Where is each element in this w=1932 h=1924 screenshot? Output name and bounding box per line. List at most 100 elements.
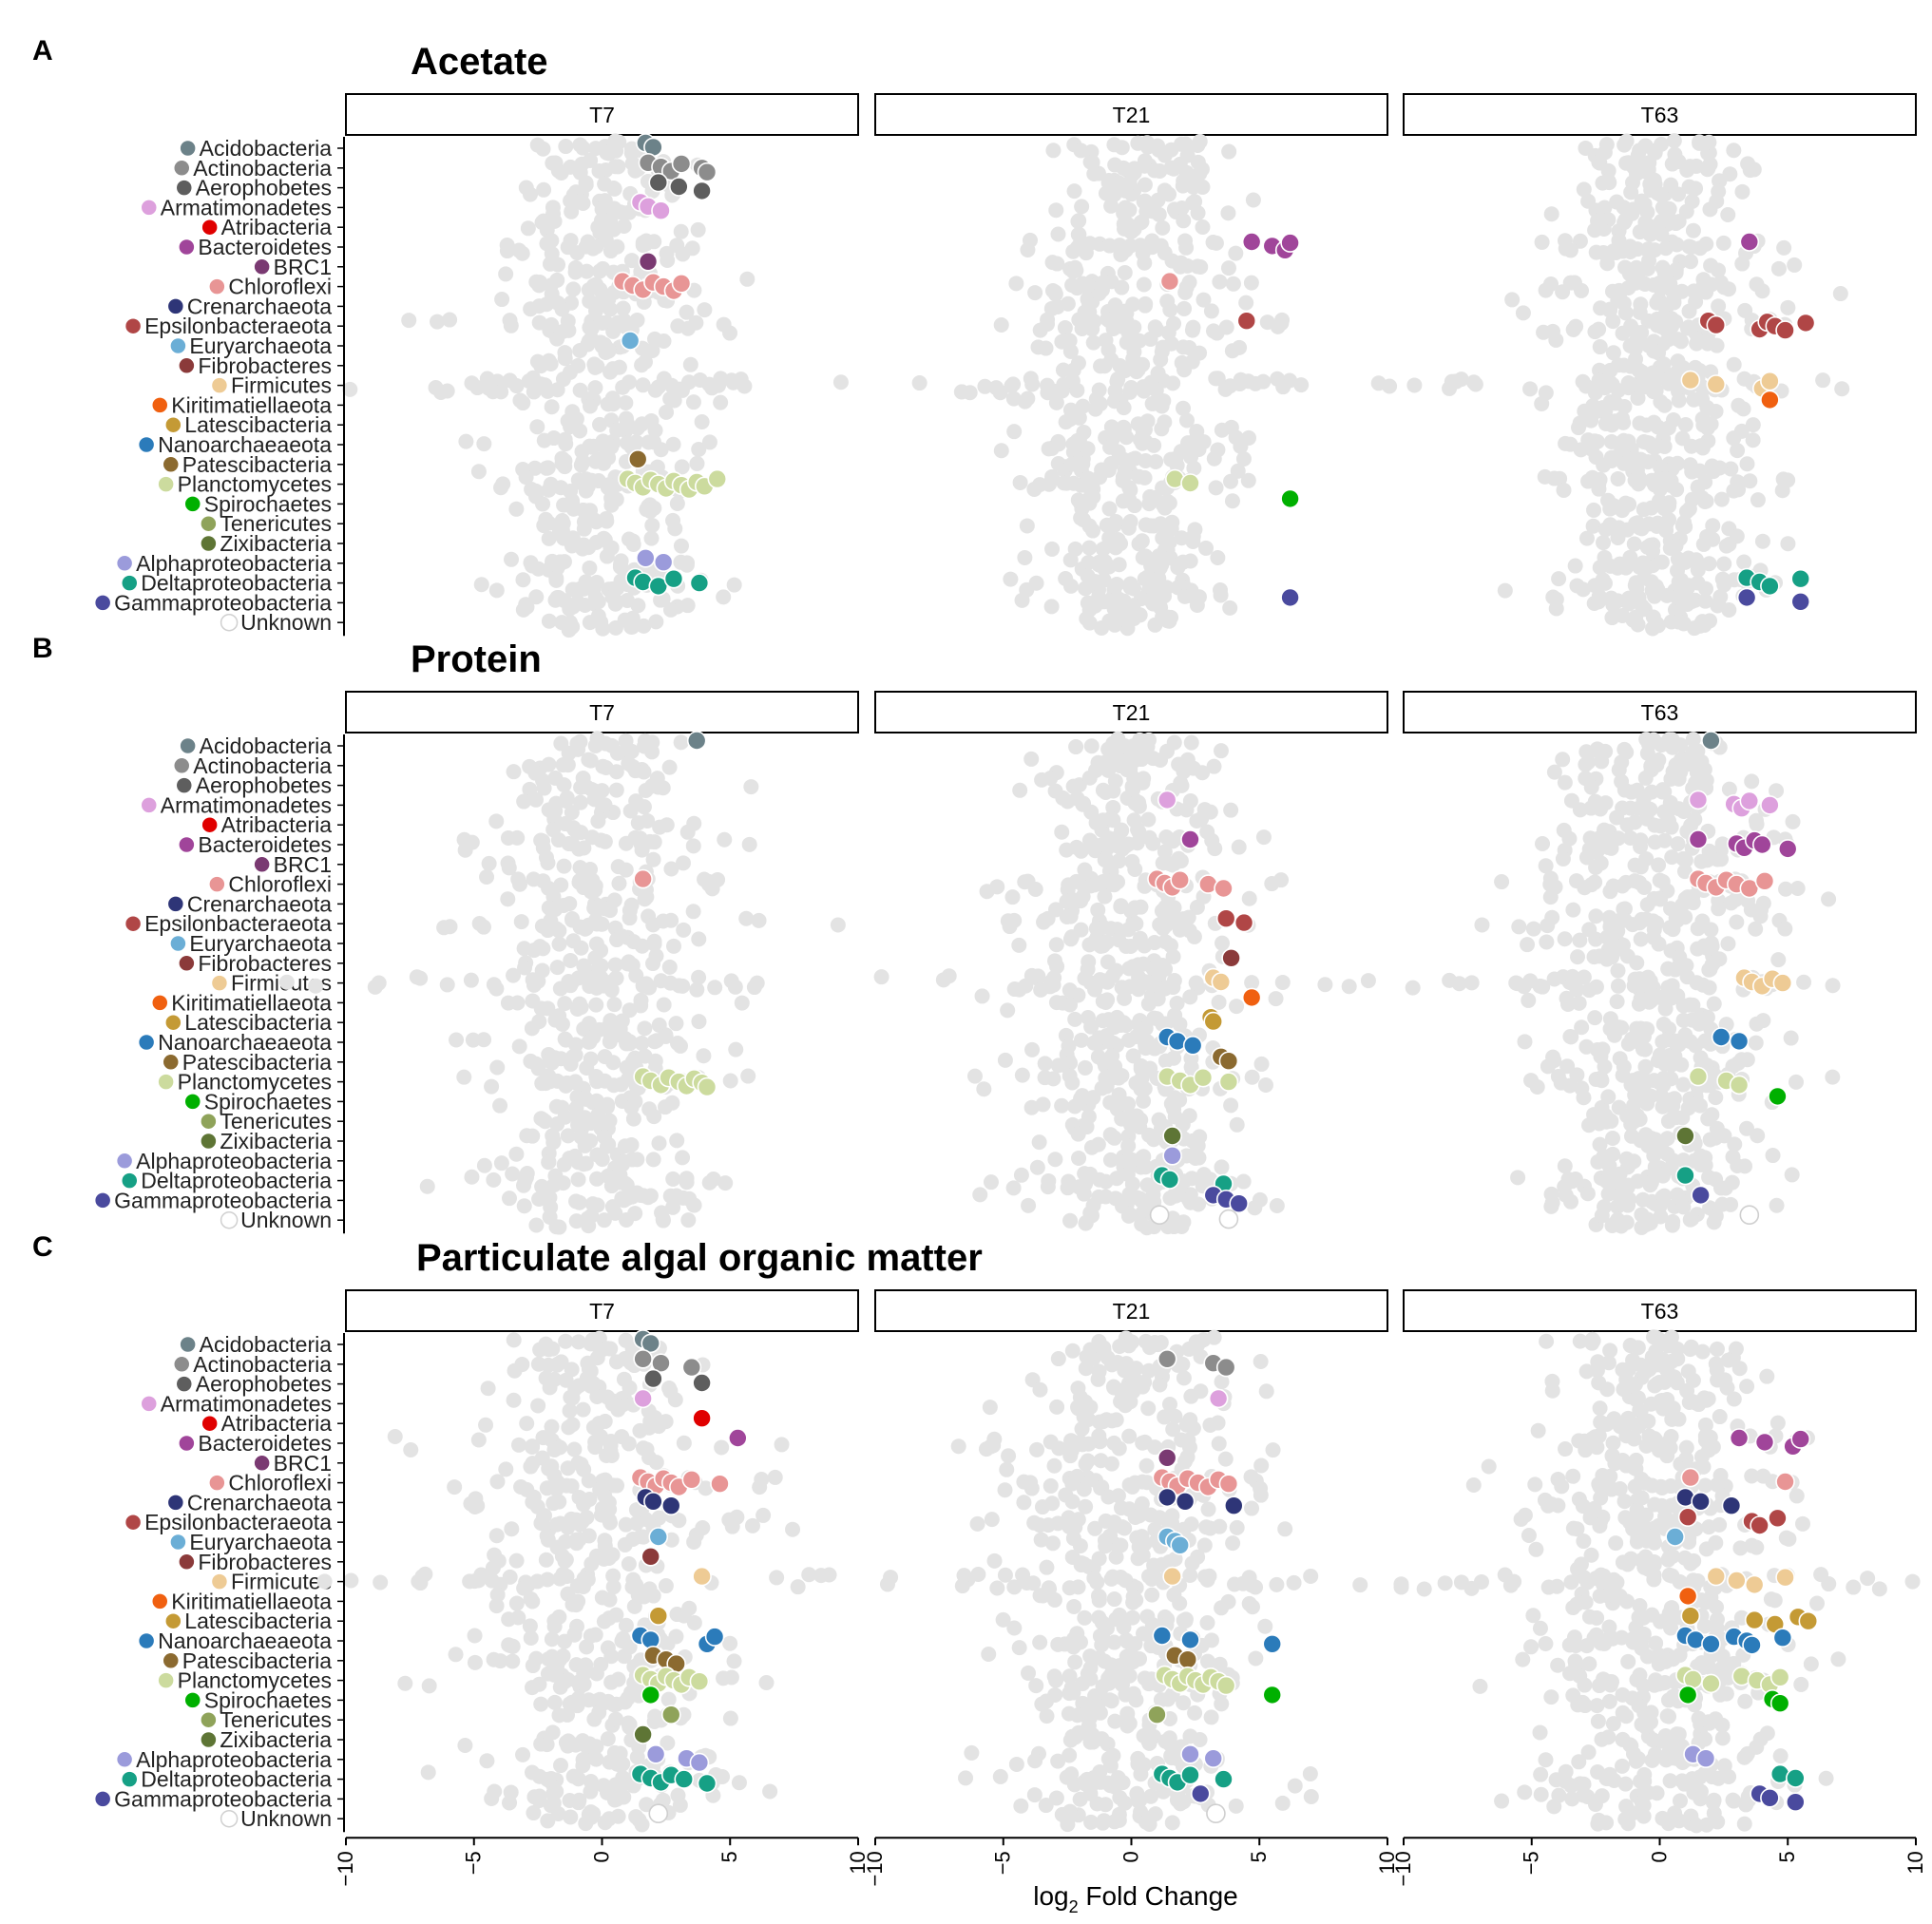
facet-c-t7: T7−10 −5 0 5 10 (316, 1289, 1013, 1887)
background-point (726, 577, 742, 593)
background-point (1121, 175, 1138, 191)
point-actinobacteria (671, 154, 692, 174)
background-point (1156, 854, 1172, 870)
background-point (1754, 283, 1770, 299)
background-point (1646, 343, 1662, 359)
background-point (1723, 461, 1739, 477)
background-point (502, 313, 518, 329)
background-point (583, 1783, 599, 1800)
background-point (1184, 1133, 1200, 1149)
background-point (1784, 1167, 1800, 1183)
background-point (420, 1764, 436, 1781)
background-point (1639, 260, 1655, 276)
background-point (1159, 294, 1176, 310)
background-point (1608, 245, 1624, 261)
background-point (476, 436, 492, 452)
background-point (739, 271, 756, 287)
background-point (983, 1174, 999, 1191)
background-point (1126, 611, 1142, 627)
background-point (547, 155, 564, 171)
background-point (502, 372, 518, 389)
background-point (572, 794, 588, 810)
background-point (1015, 1567, 1031, 1583)
legend-dot-planctomycetes (157, 1671, 175, 1689)
background-point (595, 315, 611, 332)
background-point (1623, 184, 1639, 200)
background-point (1103, 1456, 1119, 1472)
background-point (538, 1076, 554, 1092)
background-point (555, 371, 571, 388)
background-point (675, 1150, 691, 1166)
background-point (493, 1155, 509, 1172)
background-point (1616, 215, 1633, 231)
background-point (1227, 1576, 1243, 1592)
phylum-label-fibrobacteres: Fibrobacteres (198, 951, 332, 976)
background-point (1546, 971, 1562, 987)
background-point (790, 1579, 806, 1595)
background-point (635, 377, 651, 393)
background-point (1661, 511, 1677, 527)
background-point (1136, 1093, 1152, 1109)
background-point (531, 277, 547, 294)
background-point (1027, 285, 1043, 301)
background-point (977, 378, 993, 394)
background-point (587, 453, 603, 469)
background-point (1036, 914, 1052, 930)
background-point (576, 1666, 592, 1682)
background-point (463, 1495, 479, 1512)
background-point (618, 1332, 634, 1348)
background-point (1603, 913, 1619, 929)
background-point (1021, 1197, 1037, 1213)
point-crenarchaeota (643, 1492, 663, 1512)
background-point (1208, 480, 1224, 496)
background-point (612, 557, 628, 573)
background-point (1697, 493, 1713, 509)
background-point (1504, 292, 1521, 308)
background-point (1646, 732, 1662, 748)
background-point (1134, 533, 1150, 549)
background-point (746, 980, 762, 996)
background-point (1405, 980, 1421, 996)
background-point (1203, 303, 1219, 319)
background-point (1248, 1650, 1264, 1667)
panel-letter: A (32, 35, 53, 67)
background-point (572, 919, 588, 935)
background-point (1268, 991, 1284, 1007)
background-point (1550, 1068, 1566, 1084)
phylum-label-armatimonadetes: Armatimonadetes (161, 792, 332, 817)
background-point (524, 558, 540, 574)
background-point (1153, 752, 1169, 769)
panel-c: C Particulate algal organic matterAcidoba… (32, 1231, 1927, 1887)
background-point (1697, 1150, 1713, 1166)
background-point (549, 960, 565, 976)
background-point (722, 1635, 738, 1651)
background-point (1151, 206, 1167, 222)
background-point (1580, 193, 1597, 209)
background-point (1068, 739, 1084, 755)
background-point (1183, 1388, 1199, 1404)
background-point (1184, 353, 1200, 370)
background-point (1137, 469, 1153, 486)
background-point (1656, 438, 1673, 454)
background-point (997, 1482, 1013, 1498)
background-point (587, 1627, 603, 1643)
background-point (570, 741, 586, 757)
background-point (1032, 1634, 1048, 1650)
phylum-label-nanoarchaeaeota: Nanoarchaeaeota (158, 1030, 332, 1055)
background-point (1050, 226, 1066, 242)
legend-dot-planctomycetes (157, 1073, 175, 1091)
background-point (1172, 1595, 1188, 1611)
background-point (1205, 235, 1221, 251)
background-point (1682, 997, 1698, 1013)
background-point (1091, 1172, 1107, 1188)
significant-points (1680, 232, 1816, 612)
background-point (1212, 1518, 1228, 1534)
background-point (1663, 771, 1679, 787)
phylum-label-crenarchaeota: Crenarchaeota (187, 891, 332, 916)
background-point (607, 957, 623, 973)
background-point (502, 1191, 518, 1207)
background-point (1628, 575, 1644, 591)
background-point (516, 941, 532, 957)
background-point (636, 1589, 652, 1605)
background-point (1044, 1535, 1061, 1552)
